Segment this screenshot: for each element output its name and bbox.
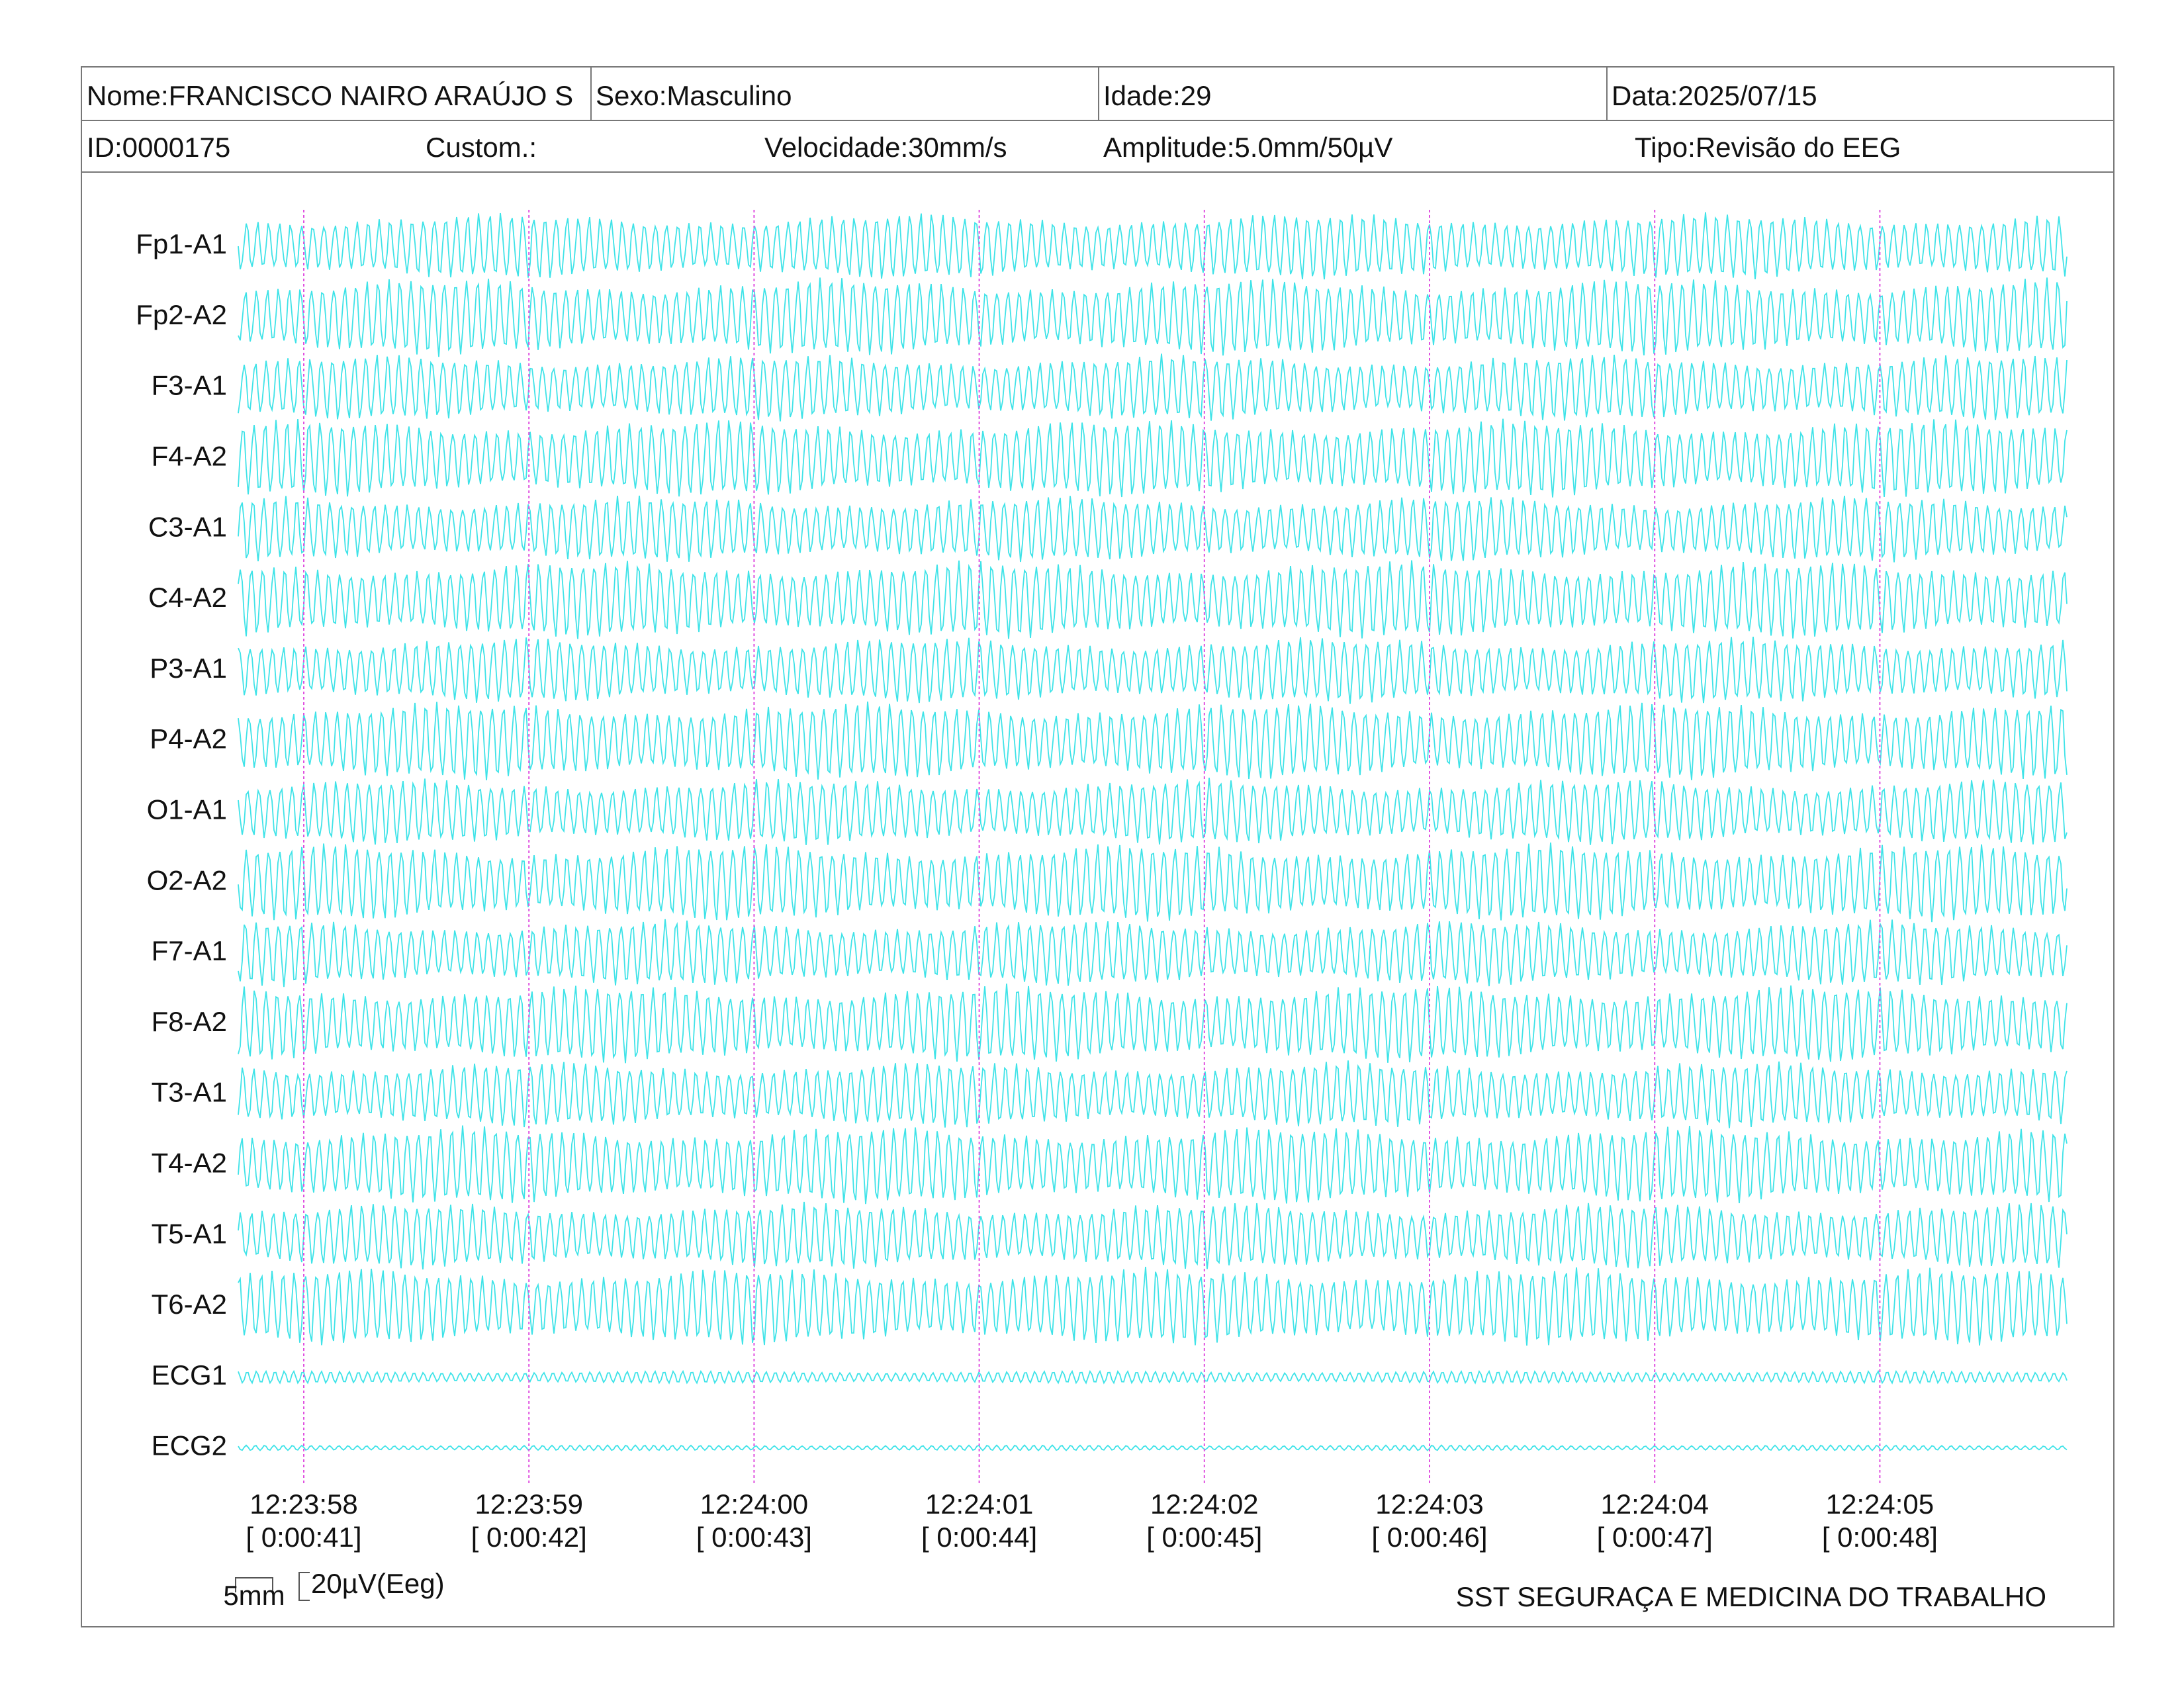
patient-name: Nome:FRANCISCO NAIRO ARAÚJO S bbox=[87, 80, 573, 111]
eeg-trace bbox=[238, 1444, 2068, 1451]
exam-date: Data:2025/07/15 bbox=[1612, 80, 1817, 111]
eeg-trace bbox=[238, 778, 2068, 845]
eeg-trace bbox=[238, 1201, 2068, 1270]
time-label: 12:24:04 bbox=[1600, 1488, 1709, 1520]
elapsed-label: [ 0:00:44] bbox=[921, 1522, 1037, 1553]
elapsed-label: [ 0:00:42] bbox=[471, 1522, 587, 1553]
channel-label: T4-A2 bbox=[152, 1147, 227, 1178]
amplitude: Amplitude:5.0mm/50µV bbox=[1103, 132, 1392, 163]
elapsed-label: [ 0:00:41] bbox=[246, 1522, 361, 1553]
eeg-trace bbox=[238, 495, 2068, 563]
channel-label: F8-A2 bbox=[152, 1006, 227, 1037]
page-border bbox=[81, 66, 2115, 1627]
eeg-trace bbox=[238, 212, 2068, 280]
channel-label: P3-A1 bbox=[150, 653, 227, 684]
eeg-trace bbox=[238, 983, 2068, 1064]
eeg-trace bbox=[238, 843, 2068, 923]
channel-label: T6-A2 bbox=[152, 1289, 227, 1320]
channel-label: O1-A1 bbox=[147, 794, 227, 825]
time-label: 12:23:58 bbox=[250, 1488, 358, 1520]
custom: Custom.: bbox=[426, 132, 537, 163]
channel-label: F4-A2 bbox=[152, 440, 227, 471]
scale-amplitude: 20µV(Eeg) bbox=[311, 1568, 445, 1599]
channel-label: F3-A1 bbox=[152, 370, 227, 401]
elapsed-label: [ 0:00:43] bbox=[696, 1522, 812, 1553]
time-label: 12:24:03 bbox=[1375, 1488, 1484, 1520]
speed: Velocidade:30mm/s bbox=[764, 132, 1007, 163]
eeg-trace bbox=[238, 637, 2068, 704]
time-label: 12:24:01 bbox=[925, 1488, 1034, 1520]
patient-sex: Sexo:Masculino bbox=[596, 80, 792, 111]
eeg-trace bbox=[238, 560, 2068, 639]
eeg-trace bbox=[238, 353, 2068, 422]
patient-id: ID:0000175 bbox=[87, 132, 230, 163]
channel-label: Fp2-A2 bbox=[136, 299, 227, 330]
channel-label: P4-A2 bbox=[150, 723, 227, 754]
scale-bar-length bbox=[235, 1577, 273, 1592]
channel-label: Fp1-A1 bbox=[136, 228, 227, 259]
waveforms bbox=[238, 210, 2068, 1484]
channel-label: C4-A2 bbox=[148, 582, 227, 613]
patient-age: Idade:29 bbox=[1103, 80, 1212, 111]
channel-label: C3-A1 bbox=[148, 511, 227, 542]
time-label: 12:24:02 bbox=[1150, 1488, 1259, 1520]
time-label: 12:24:00 bbox=[700, 1488, 809, 1520]
time-label: 12:24:05 bbox=[1826, 1488, 1934, 1520]
eeg-trace bbox=[238, 1267, 2068, 1346]
exam-type: Tipo:Revisão do EEG bbox=[1635, 132, 1901, 163]
eeg-trace bbox=[238, 919, 2068, 987]
eeg-trace bbox=[238, 1369, 2068, 1385]
eeg-trace bbox=[238, 1125, 2068, 1205]
footer: SST SEGURAÇA E MEDICINA DO TRABALHO bbox=[1456, 1581, 2046, 1612]
eeg-trace bbox=[238, 418, 2068, 498]
elapsed-label: [ 0:00:47] bbox=[1597, 1522, 1713, 1553]
channel-label: T3-A1 bbox=[152, 1077, 227, 1108]
elapsed-label: [ 0:00:46] bbox=[1371, 1522, 1487, 1553]
channel-label: ECG2 bbox=[152, 1430, 227, 1461]
channel-label: O2-A2 bbox=[147, 864, 227, 895]
scale-length: 5mm bbox=[223, 1580, 285, 1611]
eeg-trace bbox=[238, 277, 2068, 357]
channel-label: ECG1 bbox=[152, 1359, 227, 1391]
channel-label: T5-A1 bbox=[152, 1218, 227, 1249]
elapsed-label: [ 0:00:45] bbox=[1146, 1522, 1262, 1553]
eeg-trace bbox=[238, 702, 2068, 780]
scale-bar-amplitude bbox=[298, 1572, 310, 1601]
eeg-trace bbox=[238, 1060, 2068, 1128]
elapsed-label: [ 0:00:48] bbox=[1822, 1522, 1938, 1553]
channel-label: F7-A1 bbox=[152, 935, 227, 966]
time-label: 12:23:59 bbox=[475, 1488, 583, 1520]
